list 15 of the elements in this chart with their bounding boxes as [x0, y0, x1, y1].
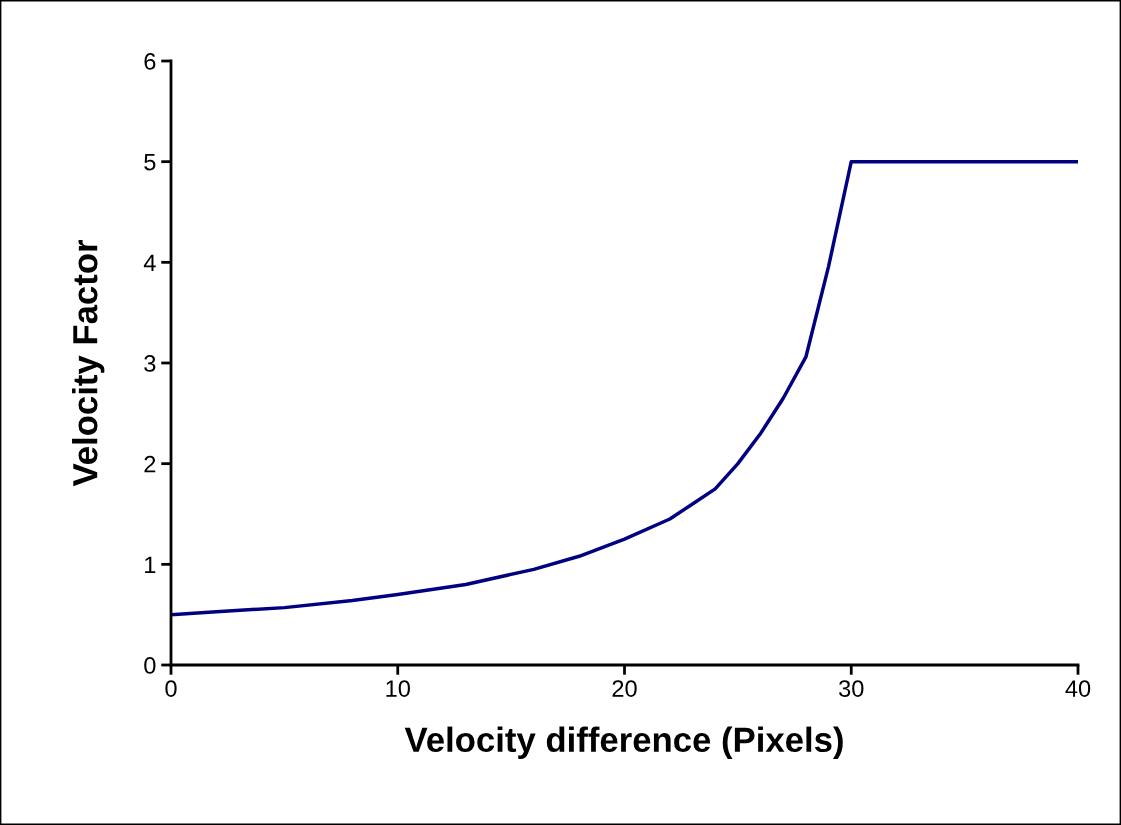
y-tick-label: 6 [144, 53, 156, 70]
x-tick-label: 40 [1065, 680, 1091, 697]
x-tick-label: 30 [839, 680, 864, 697]
y-tick-label: 1 [145, 556, 156, 573]
y-tick-label: 2 [144, 455, 156, 473]
line-series [171, 159, 1078, 617]
x-axis-title: Velocity difference (Pixels) [404, 726, 843, 759]
y-tick-label: 4 [143, 254, 156, 271]
y-tick-label: 3 [144, 355, 156, 372]
x-tick-label: 0 [165, 680, 177, 697]
y-tick-label: 0 [144, 657, 156, 674]
x-tick-label: 20 [612, 680, 637, 697]
x-tick-label: 10 [386, 680, 410, 697]
y-axis-title: Velocity Factor [72, 240, 105, 487]
y-tick-label: 5 [144, 153, 156, 171]
